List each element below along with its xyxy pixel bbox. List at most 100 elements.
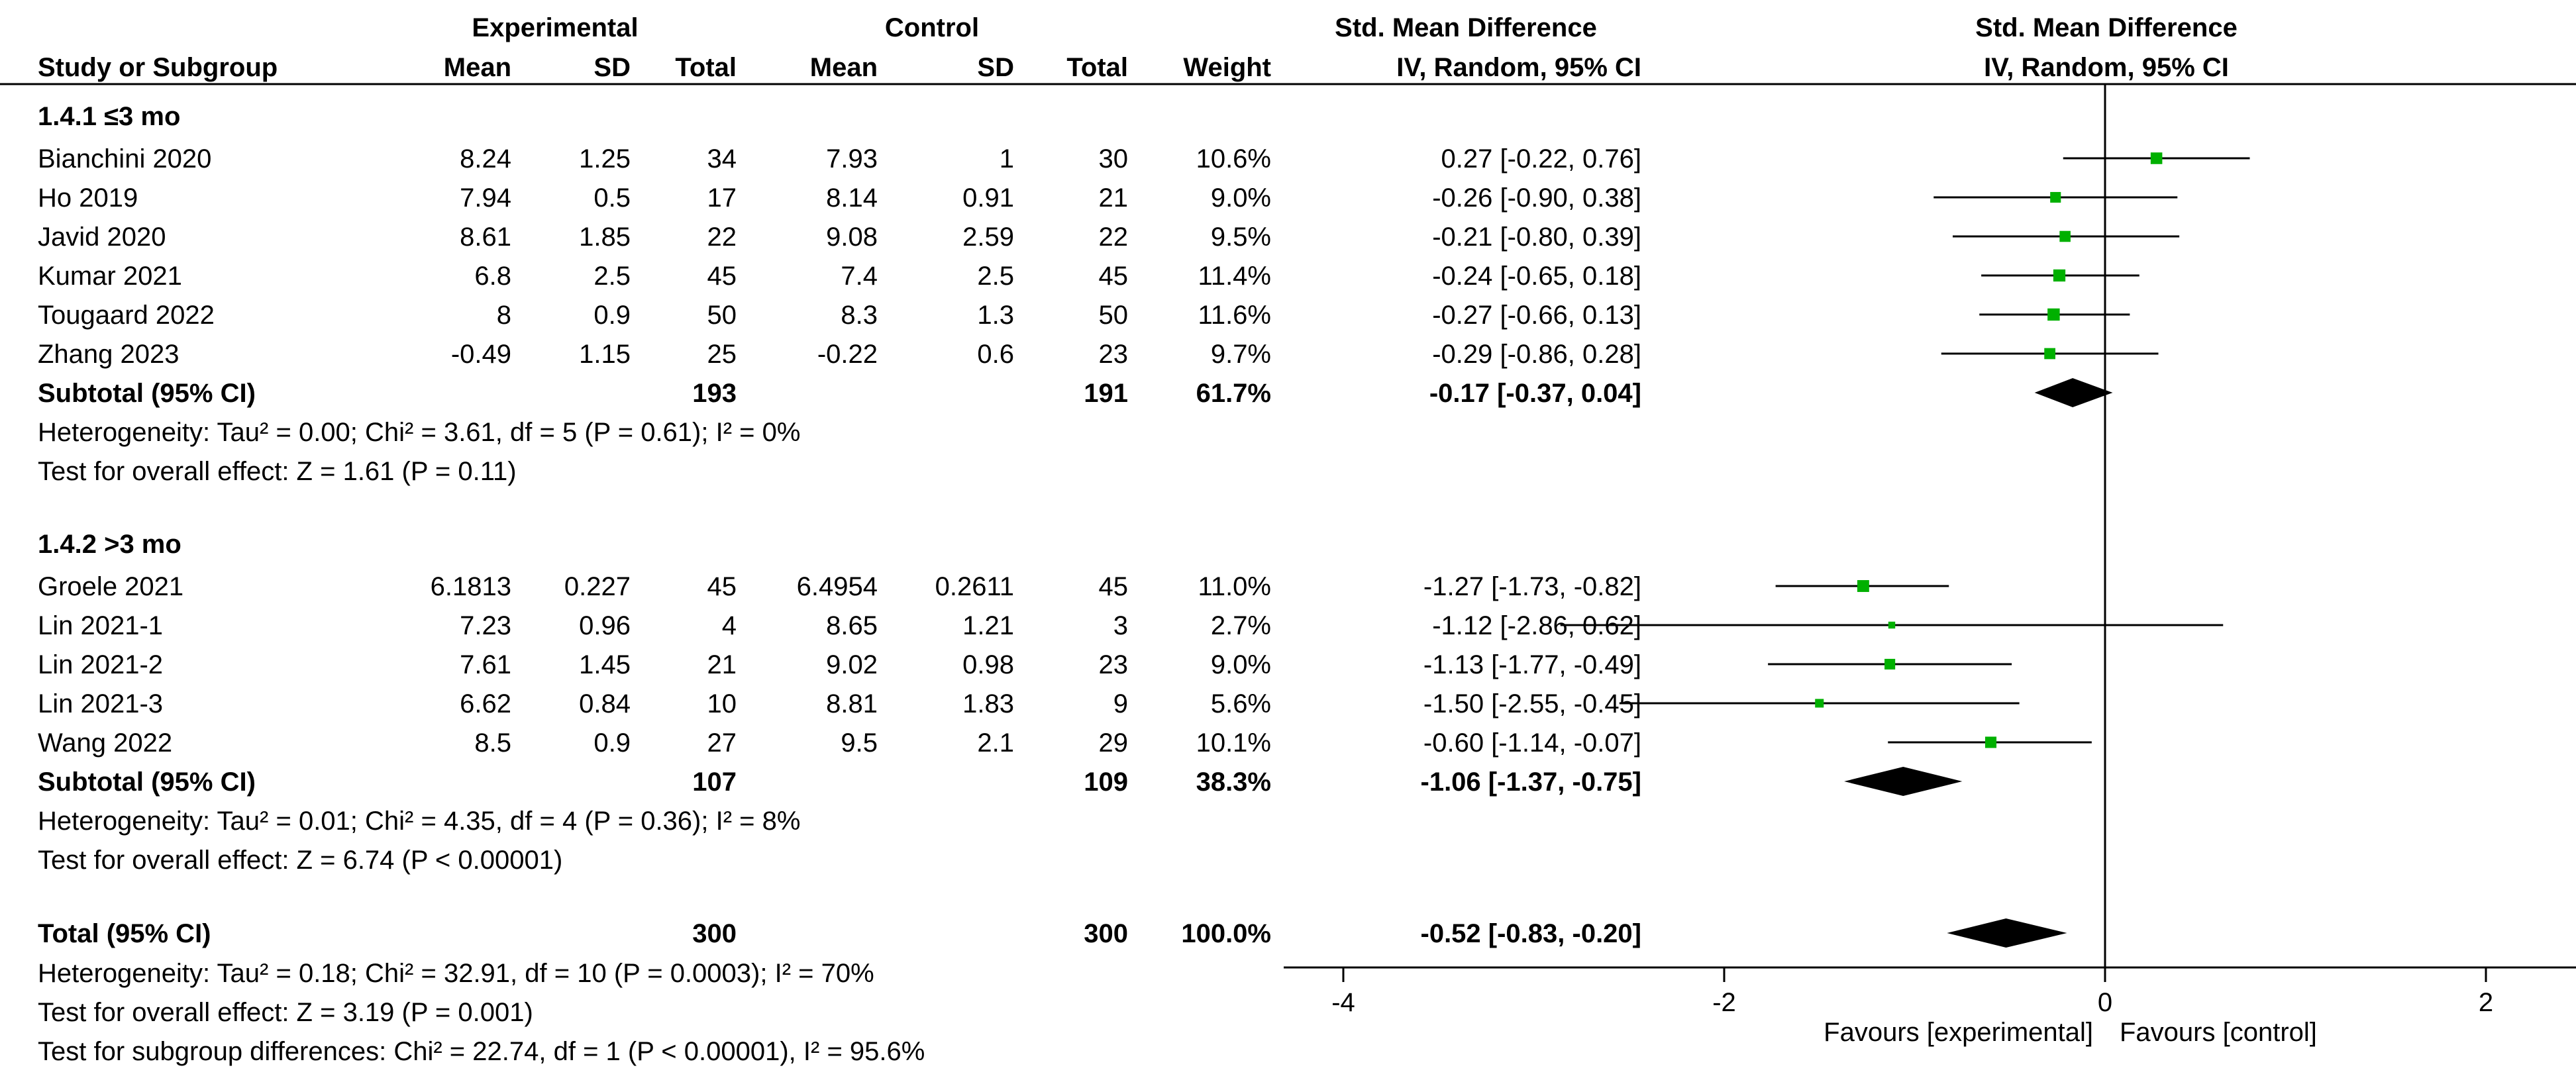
footer-text: Test for overall effect: Z = 3.19 (P = 0…	[38, 998, 533, 1027]
exp-sd: 2.5	[593, 262, 631, 291]
heterogeneity-text: Heterogeneity: Tau² = 0.00; Chi² = 3.61,…	[38, 418, 800, 447]
exp-mean: 6.8	[474, 262, 511, 291]
subtotal-diamond	[2034, 378, 2113, 407]
weight-value: 5.6%	[1211, 689, 1271, 718]
x-tick-label: 2	[2479, 988, 2493, 1017]
point-estimate	[2059, 230, 2071, 242]
exp-mean: 6.1813	[431, 572, 511, 601]
smd-plot-header: Std. Mean Difference	[1975, 13, 2238, 42]
exp-sd: 0.9	[593, 728, 631, 758]
heterogeneity-text: Heterogeneity: Tau² = 0.01; Chi² = 4.35,…	[38, 807, 800, 836]
col-exp-sd: SD	[593, 53, 631, 82]
exp-mean: 7.94	[460, 183, 511, 213]
ci-value: -0.26 [-0.90, 0.38]	[1432, 183, 1641, 213]
point-estimate	[2044, 348, 2055, 360]
exp-total: 4	[722, 611, 737, 640]
weight-value: 11.6%	[1198, 301, 1271, 330]
col-exp-total: Total	[675, 53, 737, 82]
exp-total: 17	[707, 183, 737, 213]
ci-value: -0.29 [-0.86, 0.28]	[1432, 340, 1641, 369]
weight-value: 9.5%	[1211, 222, 1271, 252]
ctl-sd: 0.6	[977, 340, 1014, 369]
x-tick-label: -2	[1712, 988, 1736, 1017]
exp-mean: -0.49	[451, 340, 511, 369]
ctl-mean: -0.22	[817, 340, 878, 369]
ctl-sd: 1	[1000, 144, 1014, 173]
exp-sd: 0.5	[593, 183, 631, 213]
study-name: Ho 2019	[38, 183, 138, 213]
favours-experimental-label: Favours [experimental]	[1824, 1018, 2093, 1047]
subtotal-label: Subtotal (95% CI)	[38, 379, 256, 408]
weight-value: 11.4%	[1198, 262, 1271, 291]
ctl-total: 45	[1099, 572, 1129, 601]
study-name: Lin 2021-2	[38, 650, 163, 679]
ctl-sd: 2.5	[977, 262, 1014, 291]
exp-total: 27	[707, 728, 737, 758]
point-estimate	[1815, 699, 1824, 708]
weight-value: 9.0%	[1211, 650, 1271, 679]
exp-sd: 1.45	[579, 650, 631, 679]
ctl-sd: 0.98	[962, 650, 1014, 679]
footer-text: Heterogeneity: Tau² = 0.18; Chi² = 32.91…	[38, 959, 874, 988]
ctl-total: 29	[1099, 728, 1129, 758]
weight-value: 9.7%	[1211, 340, 1271, 369]
ctl-mean: 8.81	[826, 689, 878, 718]
ctl-mean: 6.4954	[797, 572, 878, 601]
overall-effect-text: Test for overall effect: Z = 6.74 (P < 0…	[38, 846, 562, 875]
weight-value: 11.0%	[1198, 572, 1271, 601]
ci-value: -0.60 [-1.14, -0.07]	[1423, 728, 1641, 758]
ctl-sd: 1.3	[977, 301, 1014, 330]
exp-total: 22	[707, 222, 737, 252]
study-name: Lin 2021-1	[38, 611, 163, 640]
ctl-total: 30	[1099, 144, 1129, 173]
subtotal-diamond	[1844, 767, 1963, 796]
col-ci-table: IV, Random, 95% CI	[1396, 53, 1641, 82]
exp-total: 10	[707, 689, 737, 718]
ctl-mean: 8.14	[826, 183, 878, 213]
ctl-total: 9	[1113, 689, 1128, 718]
ci-value: -1.27 [-1.73, -0.82]	[1423, 572, 1641, 601]
subtotal-exp-total: 193	[692, 379, 737, 408]
exp-sd: 1.15	[579, 340, 631, 369]
ctl-mean: 7.4	[841, 262, 878, 291]
ctl-total: 50	[1099, 301, 1129, 330]
ctl-total: 21	[1099, 183, 1129, 213]
ci-value: -0.24 [-0.65, 0.18]	[1432, 262, 1641, 291]
exp-mean: 8.5	[474, 728, 511, 758]
total-ci: -0.52 [-0.83, -0.20]	[1421, 919, 1642, 948]
exp-sd: 0.96	[579, 611, 631, 640]
ctl-sd: 0.91	[962, 183, 1014, 213]
subtotal-weight: 61.7%	[1196, 379, 1271, 408]
x-tick-label: 0	[2098, 988, 2112, 1017]
col-study: Study or Subgroup	[38, 53, 278, 82]
weight-value: 10.1%	[1196, 728, 1271, 758]
subtotal-weight: 38.3%	[1196, 767, 1271, 797]
point-estimate	[2047, 308, 2060, 321]
ci-value: -0.21 [-0.80, 0.39]	[1432, 222, 1641, 252]
exp-mean: 8	[497, 301, 511, 330]
subtotal-label: Subtotal (95% CI)	[38, 767, 256, 797]
subtotal-ctl-total: 191	[1084, 379, 1128, 408]
exp-sd: 0.9	[593, 301, 631, 330]
study-name: Zhang 2023	[38, 340, 180, 369]
study-name: Javid 2020	[38, 222, 166, 252]
subtotal-ci: -1.06 [-1.37, -0.75]	[1421, 767, 1642, 797]
col-weight: Weight	[1183, 53, 1271, 82]
ctl-sd: 1.21	[962, 611, 1014, 640]
study-name: Bianchini 2020	[38, 144, 211, 173]
point-estimate	[2150, 152, 2163, 164]
exp-total: 45	[707, 262, 737, 291]
total-diamond	[1947, 918, 2067, 948]
ctl-mean: 7.93	[826, 144, 878, 173]
total-weight: 100.0%	[1181, 919, 1271, 948]
footer-text: Test for subgroup differences: Chi² = 22…	[38, 1037, 925, 1066]
subtotal-ci: -0.17 [-0.37, 0.04]	[1429, 379, 1641, 408]
ctl-mean: 9.02	[826, 650, 878, 679]
study-name: Tougaard 2022	[38, 301, 215, 330]
control-header: Control	[885, 13, 979, 42]
ctl-sd: 1.83	[962, 689, 1014, 718]
ctl-total: 22	[1099, 222, 1129, 252]
experimental-header: Experimental	[472, 13, 638, 42]
ctl-total: 45	[1099, 262, 1129, 291]
